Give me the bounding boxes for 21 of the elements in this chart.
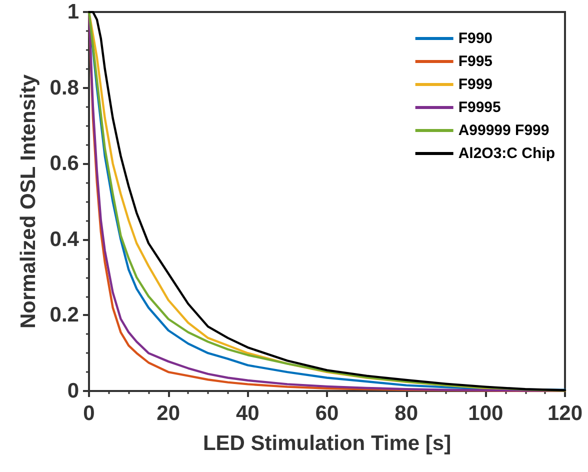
x-tick-label: 80: [394, 402, 418, 425]
legend-label: A99999 F999: [458, 122, 550, 139]
x-tick-label: 120: [547, 402, 583, 425]
x-tick-label: 40: [236, 402, 260, 425]
x-axis-title: LED Stimulation Time [s]: [202, 432, 452, 455]
x-tick-label: 100: [468, 402, 504, 425]
x-tick-label: 20: [156, 402, 180, 425]
legend-label: Al2O3:C Chip: [458, 145, 556, 162]
y-tick-label: 0: [67, 380, 79, 402]
x-tick-label: 60: [315, 402, 339, 425]
x-tick-label: 0: [83, 402, 95, 425]
y-axis-title: Normalized OSL Intensity: [16, 74, 40, 328]
y-tick-label: 0.8: [50, 76, 80, 100]
y-tick-label: 0.4: [50, 228, 80, 251]
y-tick-label: 0.2: [50, 304, 79, 327]
y-tick-label: 1: [67, 0, 80, 24]
legend-label: F9995: [458, 99, 501, 116]
legend-label: F999: [458, 76, 493, 93]
legend-label: F995: [458, 53, 493, 70]
legend-label: F990: [458, 30, 493, 47]
y-tick-label: 0.6: [50, 152, 79, 176]
